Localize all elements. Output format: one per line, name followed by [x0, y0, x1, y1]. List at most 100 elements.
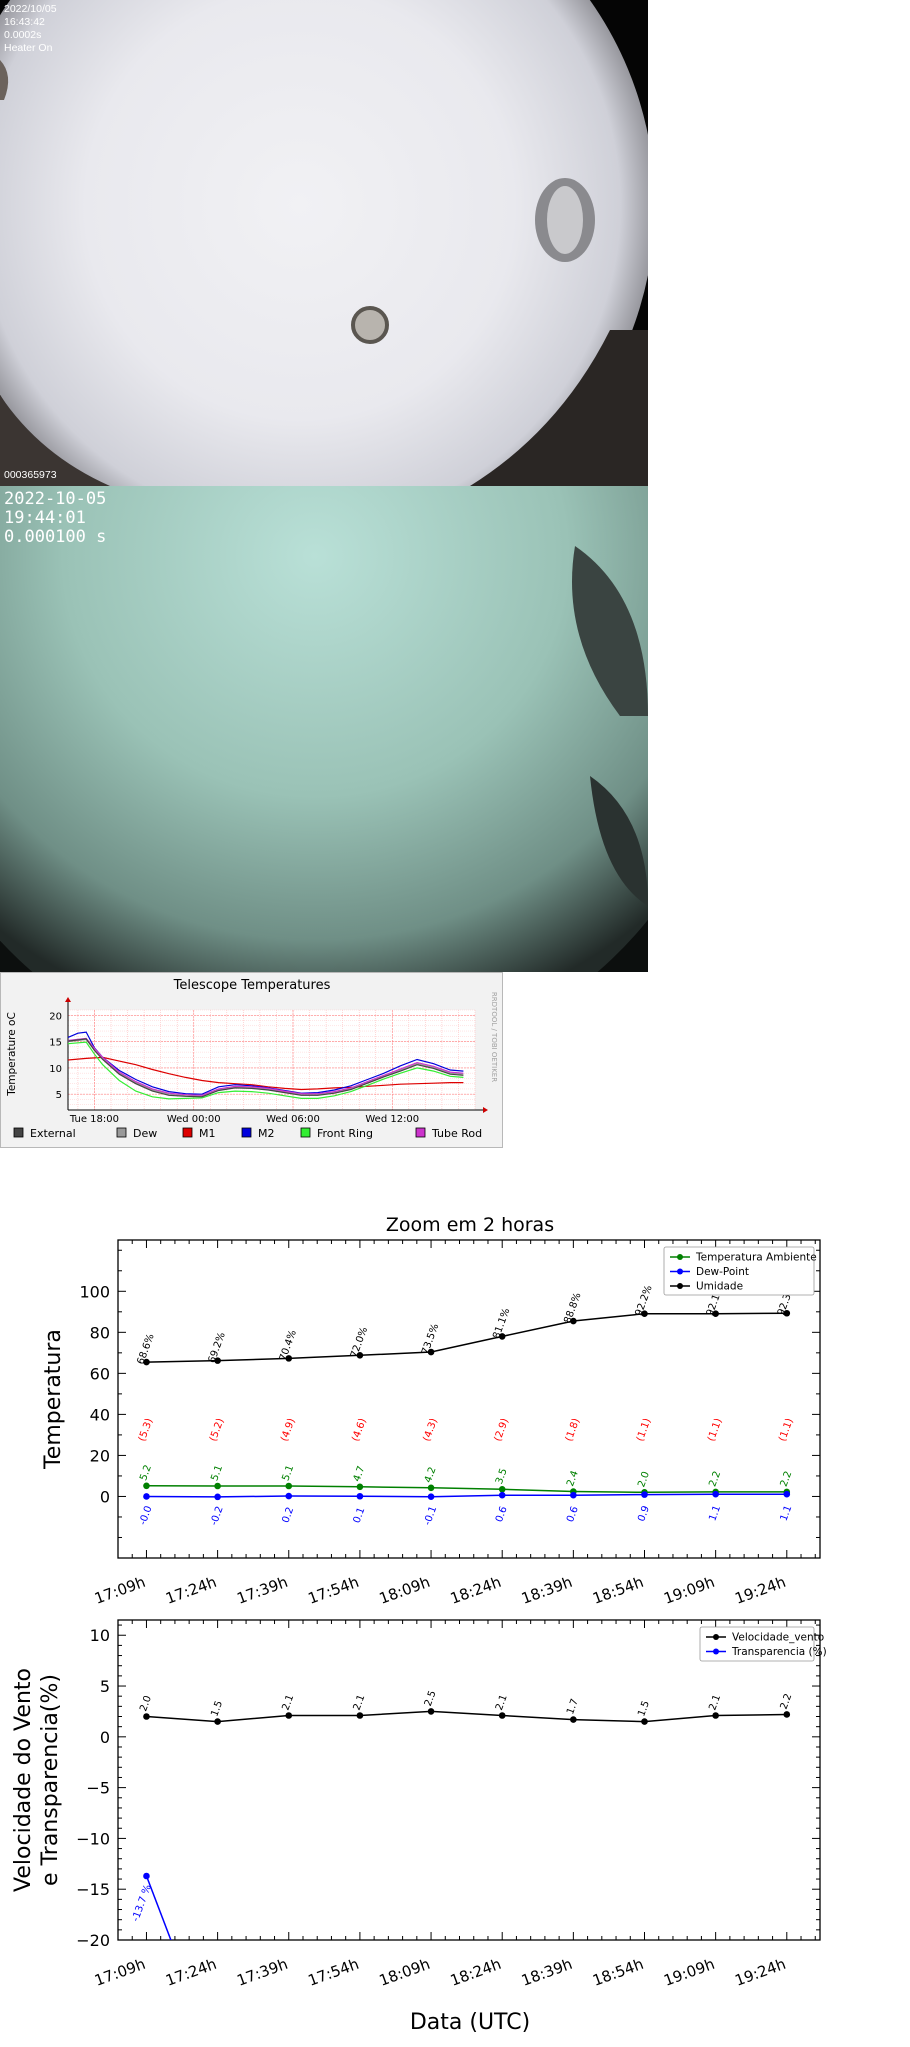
allsky-photo-1	[0, 0, 648, 486]
cam1-time: 16:43:42	[4, 16, 45, 28]
data-point-dew-point	[285, 1492, 293, 1500]
series-line-dew-point	[146, 1493, 787, 1498]
x-tick-label: 17:24h	[163, 1573, 219, 1608]
data-point-velocidade-vento	[143, 1713, 150, 1720]
data-point-dew-point	[570, 1491, 577, 1499]
temperature-panel: 0 20 40 60 80 100 17:09h 17:24h 17:39h 17:54h 18:0…	[41, 1239, 821, 1608]
dew-spread-label: (5.3)	[137, 1417, 155, 1443]
cam1-exposure: 0.0002s	[4, 29, 42, 41]
telescope-chart-title: Telescope Temperatures	[173, 978, 331, 993]
data-label-temperatura-ambiente: 5.2	[138, 1464, 154, 1483]
series-line-temperatura-ambiente	[146, 1485, 787, 1494]
x-tick-label: 18:39h	[519, 1955, 575, 1990]
data-point-velocidade-vento	[570, 1716, 577, 1723]
data-label-dew-point: 0.2	[281, 1506, 297, 1525]
dew-spread-label: (1.1)	[777, 1417, 795, 1443]
telescope-y-tick-label: 20	[49, 1011, 62, 1022]
data-point-dew-point	[143, 1493, 150, 1500]
rrdtool-credit: RRDTOOL / TOBI OETIKER	[490, 992, 498, 1082]
data-point-dew-point	[712, 1490, 719, 1498]
data-point-velocidade-vento	[783, 1711, 791, 1718]
data-point-umidade	[214, 1357, 221, 1364]
data-label-velocidade-vento: 1.5	[209, 1699, 225, 1718]
panel-frame	[117, 1239, 821, 1559]
x-tick-label: 17:24h	[163, 1955, 219, 1990]
zoom-title: Zoom em 2 horas	[386, 1214, 554, 1236]
x-tick-label: 18:54h	[590, 1573, 646, 1608]
telescope-legend-swatch	[241, 1127, 252, 1138]
data-label-temperatura-ambiente: 2.2	[779, 1470, 795, 1489]
y-axis-label: Temperatura	[41, 1329, 66, 1470]
data-label-umidade: 69.2%	[207, 1331, 228, 1365]
telescope-x-axis-arrow	[483, 1107, 488, 1113]
data-point-temperatura-ambiente	[498, 1485, 506, 1493]
data-label-velocidade-vento: 2.1	[352, 1693, 368, 1712]
telescope-y-axis-label: Temperature oC	[6, 1012, 18, 1097]
x-axis-title: Data (UTC)	[410, 2010, 530, 2035]
x-tick-label: 19:24h	[732, 1573, 788, 1608]
telescope-temperatures-panel: Telescope Temperatures Temperature oC RR…	[0, 972, 503, 1148]
legend-label: Temperatura Ambiente	[695, 1252, 817, 1264]
telescope-y-tick-label: 10	[49, 1064, 62, 1075]
data-point-temperatura-ambiente	[356, 1483, 364, 1491]
x-tick-label: 17:54h	[306, 1573, 362, 1608]
dew-spread-label: (1.1)	[706, 1417, 724, 1443]
data-label-umidade: 72.0%	[349, 1326, 370, 1360]
x-tick-label: 17:09h	[92, 1955, 148, 1990]
telescope-legend-label: Dew	[133, 1127, 157, 1140]
x-tick-label: 17:39h	[234, 1573, 290, 1608]
y-tick-label: −5	[86, 1779, 110, 1798]
data-point-temperatura-ambiente	[285, 1482, 293, 1490]
data-point-temperatura-ambiente	[427, 1484, 435, 1492]
dew-spread-label: (1.1)	[635, 1417, 653, 1443]
data-label-velocidade-vento: 2.1	[281, 1693, 297, 1712]
data-point-dew-point	[427, 1493, 435, 1500]
y-tick-label: 5	[100, 1677, 110, 1696]
telescope-temperatures-chart: Telescope Temperatures Temperature oC RR…	[0, 972, 503, 1148]
y-tick-label: 0	[100, 1487, 110, 1506]
data-point-umidade	[783, 1309, 791, 1317]
zoom-2h-figure: Zoom em 2 horas 0 20 40 60 80 100 17:09h 17:24h…	[0, 1195, 910, 2043]
data-label-velocidade-vento: 1.5	[636, 1699, 652, 1718]
wind-transparency-panel: −20 −15 −10 −5 0 5 10 17:09h 17:24h 17:39h 17:54h 1…	[11, 1619, 827, 1990]
data-point-umidade	[641, 1310, 648, 1317]
data-label-velocidade-vento: 2.1	[707, 1693, 723, 1712]
y-tick-label: 20	[90, 1446, 110, 1465]
telescope-legend-label: Front Ring	[317, 1127, 373, 1140]
data-point-velocidade-vento	[712, 1712, 719, 1719]
data-label-temperatura-ambiente: 2.0	[636, 1470, 652, 1489]
y-axis-label: Velocidade do Vento	[11, 1668, 36, 1892]
data-point-umidade	[712, 1310, 719, 1317]
telescope-legend-swatch	[182, 1127, 193, 1138]
data-label-temperatura-ambiente: 3.5	[494, 1467, 510, 1486]
telescope-series-front-ring	[67, 1041, 464, 1100]
telescope-legend-label: External	[30, 1127, 76, 1140]
cam1-heater-status: Heater On	[4, 42, 53, 54]
data-label-velocidade-vento: 2.5	[423, 1689, 439, 1708]
x-tick-label: 19:09h	[661, 1573, 717, 1608]
data-label-dew-point: 1.1	[707, 1504, 723, 1523]
telescope-legend-label: M2	[258, 1127, 275, 1140]
x-tick-label: 18:24h	[448, 1955, 504, 1990]
x-tick-label: 18:24h	[448, 1573, 504, 1608]
dew-spread-label: (4.9)	[279, 1417, 297, 1443]
series-line-umidade	[146, 1312, 787, 1363]
x-tick-label: 19:24h	[732, 1955, 788, 1990]
telescope-legend-label: M1	[199, 1127, 216, 1140]
dew-spread-label: (5.2)	[208, 1417, 226, 1443]
allsky-photo-2	[0, 486, 648, 972]
y-tick-label: −20	[76, 1931, 110, 1950]
data-label-dew-point: 0.9	[636, 1504, 652, 1523]
cam2-date: 2022-10-05	[4, 489, 107, 509]
y-tick-label: −10	[76, 1829, 110, 1848]
allsky-camera-image-1: 2022/10/05 16:43:42 0.0002s Heater On 00…	[0, 0, 648, 486]
data-label-velocidade-vento: 2.2	[779, 1692, 795, 1711]
telescope-y-tick-label: 15	[49, 1038, 62, 1049]
x-tick-label: 18:54h	[590, 1955, 646, 1990]
dew-spread-label: (2.9)	[493, 1417, 511, 1443]
data-point-velocidade-vento	[641, 1718, 648, 1725]
data-point-transparencia	[143, 1872, 150, 1880]
x-tick-label: 18:09h	[377, 1573, 433, 1608]
telescope-y-axis-arrow	[65, 997, 71, 1002]
